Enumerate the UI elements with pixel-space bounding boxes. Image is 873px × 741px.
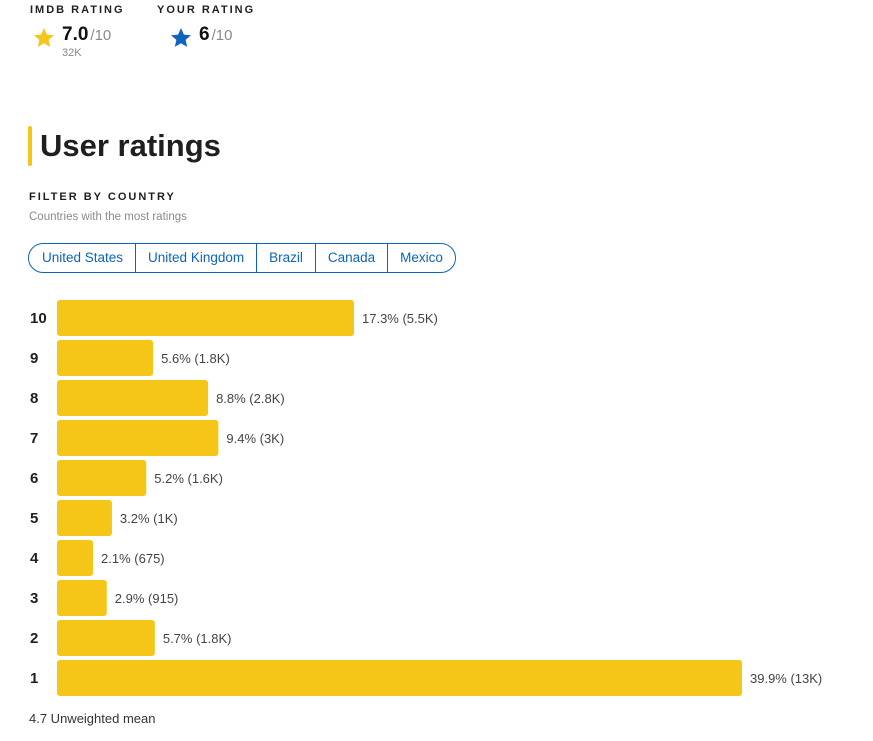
rating-value-label-10: 17.3% (5.5K) — [362, 311, 438, 326]
page-title: User ratings — [40, 128, 221, 163]
country-chip-brazil[interactable]: Brazil — [257, 244, 316, 272]
imdb-rating-count: 32K — [62, 47, 82, 59]
rating-bar-5 — [57, 500, 112, 536]
rating-value-label-5: 3.2% (1K) — [120, 511, 178, 526]
country-chip-canada[interactable]: Canada — [316, 244, 389, 272]
rating-label-1: 1 — [30, 670, 38, 687]
rating-bar-10 — [57, 300, 355, 336]
rating-bar-8 — [57, 380, 209, 416]
rating-label-10: 10 — [30, 310, 47, 327]
rating-value-label-8: 8.8% (2.8K) — [216, 391, 285, 406]
rating-value-label-6: 5.2% (1.6K) — [154, 471, 223, 486]
country-chip-united-kingdom[interactable]: United Kingdom — [136, 244, 258, 272]
imdb-rating-label: IMDb RATING — [30, 4, 125, 16]
rating-bar-7 — [57, 420, 219, 456]
ratings-bar-chart: 10 17.3% (5.5K) 9 5.6% (1.8K) 8 8.8% (2.8K) 7 9… — [30, 300, 822, 696]
your-rating-label: YOUR RATING — [157, 4, 256, 16]
your-rating-block[interactable]: YOUR RATING 6/10 — [157, 4, 255, 50]
filter-label: FILTER BY COUNTRY — [29, 191, 176, 203]
rating-bar-6 — [57, 460, 147, 496]
rating-label-3: 3 — [30, 590, 38, 607]
your-score[interactable]: 6 — [199, 24, 210, 45]
imdb-rating-block: IMDb RATING 7.0/10 32K — [30, 4, 125, 59]
imdb-out-of: /10 — [90, 27, 112, 44]
country-chip-mexico[interactable]: Mexico — [400, 250, 443, 265]
rating-value-label-2: 5.7% (1.8K) — [163, 631, 232, 646]
country-filter-group: United States United Kingdom Brazil Cana… — [28, 243, 456, 273]
section-header: User ratings — [28, 126, 221, 166]
star-icon[interactable] — [169, 26, 193, 50]
your-out-of: /10 — [211, 27, 233, 44]
rating-bar-2 — [57, 620, 155, 656]
rating-value-label-3: 2.9% (915) — [115, 591, 179, 606]
unweighted-mean: 4.7 Unweighted mean — [29, 711, 156, 726]
rating-value-label-4: 2.1% (675) — [101, 551, 165, 566]
rating-bar-3 — [57, 580, 107, 616]
rating-label-5: 5 — [30, 510, 38, 527]
rating-bar-9 — [57, 340, 154, 376]
rating-label-4: 4 — [30, 550, 39, 567]
title-accent-bar — [28, 126, 32, 166]
rating-value-label-7: 9.4% (3K) — [226, 431, 284, 446]
star-icon — [34, 28, 54, 47]
rating-label-7: 7 — [30, 430, 38, 447]
filter-subtitle: Countries with the most ratings — [29, 211, 187, 223]
rating-value-label-9: 5.6% (1.8K) — [161, 351, 230, 366]
rating-label-6: 6 — [30, 470, 38, 487]
rating-value-label-1: 39.9% (13K) — [750, 671, 822, 686]
rating-bar-4 — [57, 540, 94, 576]
rating-label-2: 2 — [30, 630, 38, 647]
rating-bar-1 — [57, 660, 742, 696]
country-chip-united-states[interactable]: United States — [29, 244, 137, 272]
rating-label-8: 8 — [30, 390, 38, 407]
rating-label-9: 9 — [30, 350, 38, 367]
imdb-score: 7.0 — [62, 24, 89, 45]
